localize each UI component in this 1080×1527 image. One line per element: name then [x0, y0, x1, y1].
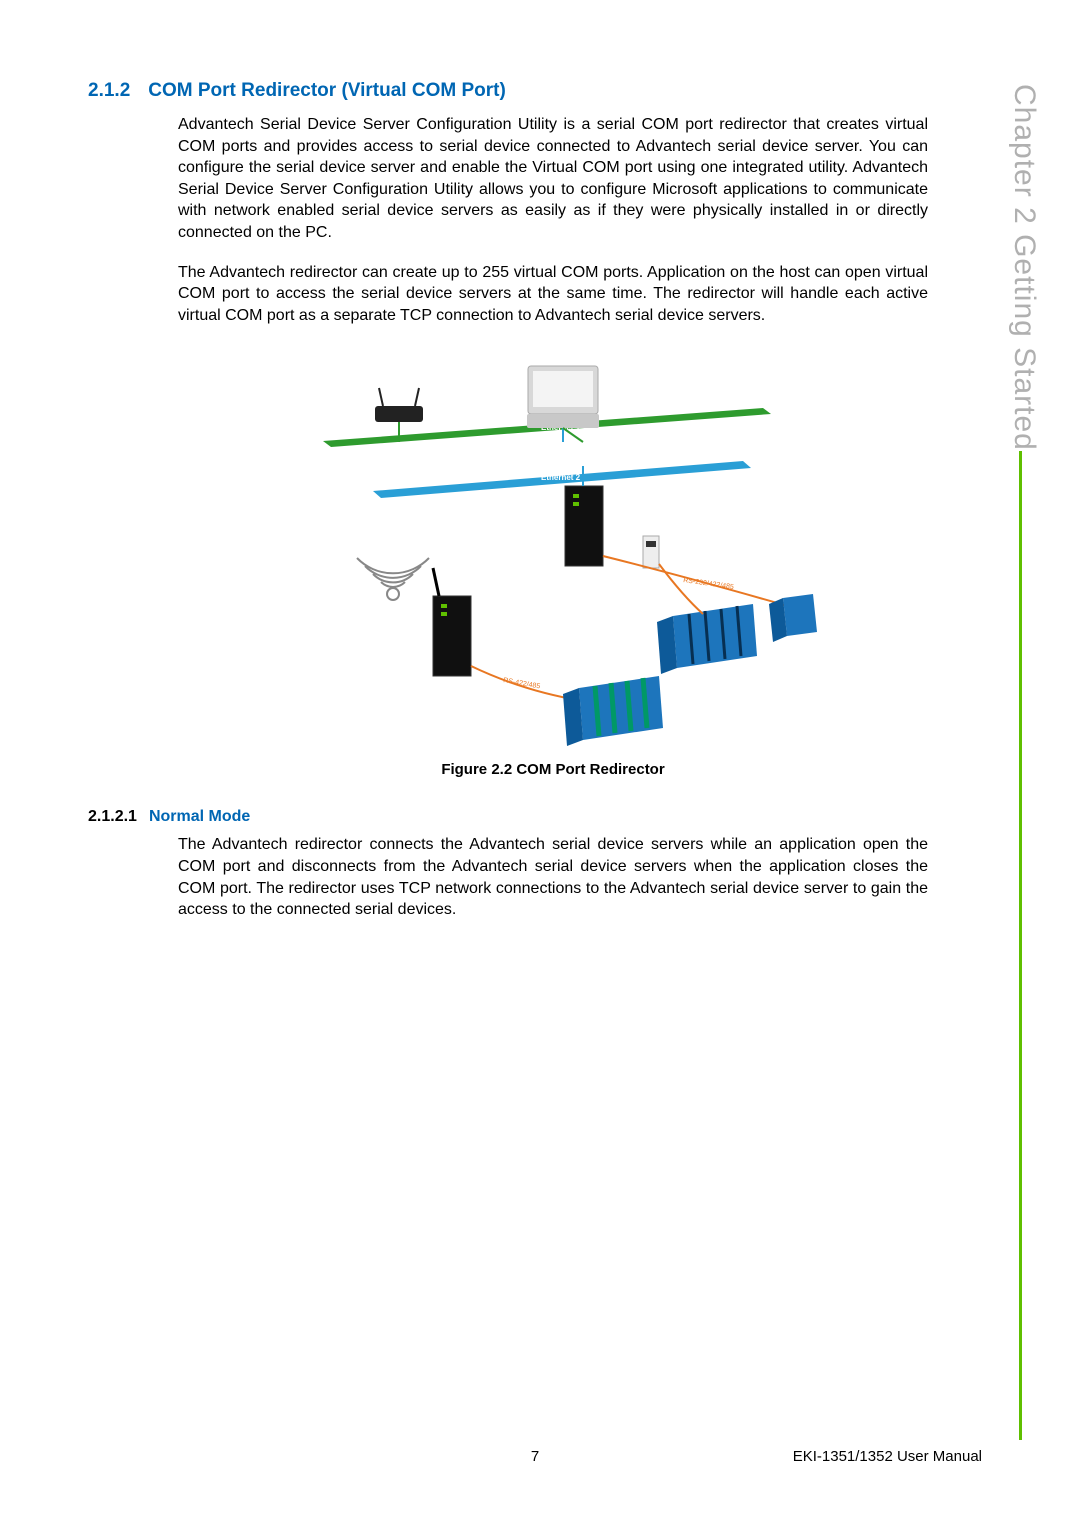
plc-rack-icon [657, 604, 757, 674]
chapter-side-tab: Chapter 2 Getting Started [998, 80, 1042, 1440]
body-text-block-1: Advantech Serial Device Server Configura… [178, 114, 928, 326]
section-title: COM Port Redirector (Virtual COM Port) [148, 80, 506, 102]
footer-left [88, 1448, 386, 1465]
io-module-right [769, 594, 817, 642]
figure-2-2: Ethernet 1 Ethernet 2 [178, 346, 928, 778]
paragraph-2: The Advantech redirector can create up t… [178, 262, 928, 327]
side-tab-line [1019, 451, 1022, 1440]
paragraph-3: The Advantech redirector connects the Ad… [178, 834, 928, 920]
subsection-number: 2.1.2.1 [88, 808, 137, 826]
side-tab-label: Chapter 2 Getting Started [1007, 84, 1041, 451]
manual-title: EKI-1351/1352 User Manual [684, 1448, 982, 1465]
device-server-left [433, 568, 471, 676]
rs-label-right: RS-232/422/485 [683, 577, 735, 591]
network-diagram: Ethernet 1 Ethernet 2 [283, 346, 823, 746]
paragraph-1: Advantech Serial Device Server Configura… [178, 114, 928, 244]
plc-rack-bottom [563, 676, 663, 746]
router-icon [375, 388, 423, 442]
wifi-waves-icon [357, 558, 429, 600]
page-footer: 7 EKI-1351/1352 User Manual [88, 1448, 982, 1465]
rs-connector-1 [659, 564, 703, 614]
rs-label-left: RS-422/485 [503, 677, 541, 690]
section-number: 2.1.2 [88, 80, 130, 102]
section-heading: 2.1.2 COM Port Redirector (Virtual COM P… [88, 80, 928, 102]
small-device-icon [643, 536, 659, 568]
ethernet2-label: Ethernet 2 [541, 473, 581, 482]
page-content: 2.1.2 COM Port Redirector (Virtual COM P… [88, 80, 928, 921]
subsection-title: Normal Mode [149, 808, 250, 826]
subsection-heading: 2.1.2.1 Normal Mode [88, 808, 928, 826]
body-text-block-2: The Advantech redirector connects the Ad… [178, 834, 928, 920]
figure-caption: Figure 2.2 COM Port Redirector [178, 761, 928, 778]
page-number: 7 [386, 1448, 684, 1465]
